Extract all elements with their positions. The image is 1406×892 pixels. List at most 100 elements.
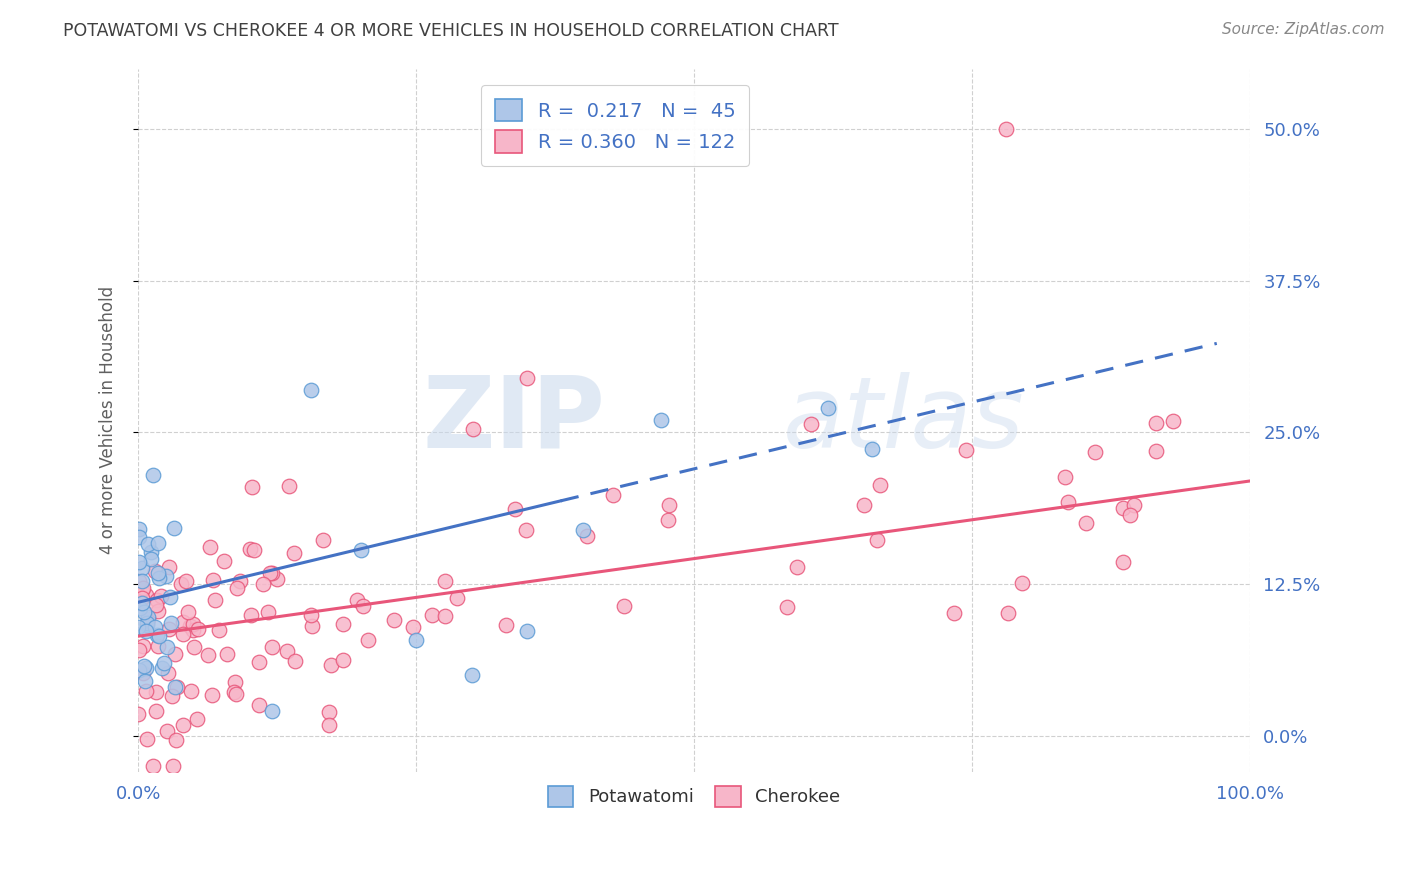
Point — [239, 542, 262, 557]
Point — [613, 599, 636, 614]
Point — [461, 422, 484, 436]
Point — [172, 627, 194, 641]
Point — [135, 661, 157, 675]
Point — [162, 689, 184, 703]
Point — [145, 704, 167, 718]
Point — [262, 640, 284, 655]
Point — [131, 639, 153, 653]
Point — [266, 572, 288, 586]
Point — [301, 618, 323, 632]
Point — [357, 633, 380, 648]
Point — [146, 536, 169, 550]
Point — [170, 576, 193, 591]
Point — [135, 624, 157, 638]
Point — [240, 607, 263, 622]
Point — [1011, 576, 1033, 591]
Point — [139, 544, 162, 558]
Point — [156, 640, 179, 654]
Point — [800, 417, 823, 432]
Point — [150, 589, 173, 603]
Point — [201, 573, 224, 587]
Point — [200, 688, 222, 702]
Point — [260, 705, 283, 719]
Point — [132, 605, 155, 619]
Point — [128, 596, 150, 610]
Point — [187, 623, 209, 637]
Point — [131, 596, 153, 610]
Point — [152, 657, 174, 671]
Point — [349, 542, 371, 557]
Point — [159, 591, 181, 605]
Point — [225, 582, 247, 596]
Point — [257, 605, 280, 619]
Point — [346, 593, 368, 607]
Point — [247, 655, 270, 669]
Point — [650, 413, 672, 427]
Point — [1144, 416, 1167, 430]
Point — [139, 552, 162, 566]
Point — [516, 371, 538, 385]
Point — [433, 574, 456, 588]
Point — [128, 619, 150, 633]
Point — [134, 673, 156, 688]
Point — [163, 647, 186, 661]
Point — [284, 654, 307, 668]
Point — [433, 609, 456, 624]
Point — [146, 628, 169, 642]
Point — [332, 653, 354, 667]
Point — [150, 661, 173, 675]
Point — [332, 616, 354, 631]
Point — [142, 759, 165, 773]
Point — [572, 523, 595, 537]
Point — [134, 683, 156, 698]
Point — [1118, 508, 1140, 523]
Point — [943, 607, 966, 621]
Point — [240, 480, 263, 494]
Point — [197, 648, 219, 662]
Point — [405, 632, 427, 647]
Point — [243, 543, 266, 558]
Point — [138, 612, 160, 626]
Point — [128, 522, 150, 536]
Point — [127, 707, 149, 722]
Point — [181, 616, 204, 631]
Point — [420, 607, 443, 622]
Y-axis label: 4 or more Vehicles in Household: 4 or more Vehicles in Household — [100, 286, 117, 554]
Point — [997, 607, 1019, 621]
Point — [318, 705, 340, 719]
Point — [299, 608, 322, 623]
Point — [128, 530, 150, 544]
Point — [172, 718, 194, 732]
Point — [156, 724, 179, 739]
Point — [128, 574, 150, 588]
Point — [1123, 498, 1146, 512]
Point — [1112, 555, 1135, 569]
Point — [131, 574, 153, 588]
Point — [786, 559, 808, 574]
Point — [163, 521, 186, 535]
Text: POTAWATOMI VS CHEROKEE 4 OR MORE VEHICLES IN HOUSEHOLD CORRELATION CHART: POTAWATOMI VS CHEROKEE 4 OR MORE VEHICLE… — [63, 22, 839, 40]
Point — [657, 513, 679, 527]
Point — [866, 533, 889, 548]
Point — [869, 477, 891, 491]
Point — [162, 759, 184, 773]
Point — [128, 555, 150, 569]
Point — [198, 540, 221, 554]
Point — [299, 383, 322, 397]
Point — [321, 658, 343, 673]
Point — [602, 488, 624, 502]
Point — [318, 718, 340, 732]
Point — [128, 642, 150, 657]
Point — [160, 615, 183, 630]
Point — [135, 588, 157, 602]
Point — [516, 624, 538, 638]
Point — [157, 559, 180, 574]
Point — [277, 478, 299, 492]
Point — [208, 623, 231, 637]
Point — [994, 122, 1017, 136]
Point — [252, 577, 274, 591]
Point — [142, 467, 165, 482]
Point — [515, 523, 537, 537]
Point — [131, 583, 153, 598]
Point — [1054, 470, 1077, 484]
